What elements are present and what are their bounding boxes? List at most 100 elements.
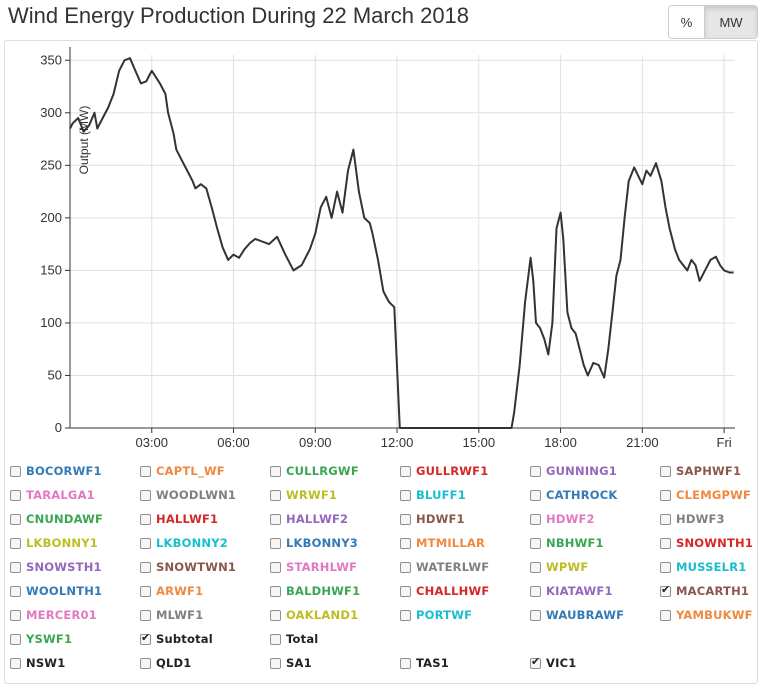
legend-checkbox-mtmillar[interactable]: MTMILLAR bbox=[400, 535, 485, 551]
legend-checkbox-snowtwn1[interactable]: SNOWTWN1 bbox=[140, 559, 236, 575]
checkbox-icon[interactable] bbox=[10, 537, 21, 549]
checkbox-icon[interactable] bbox=[660, 583, 671, 597]
legend-checkbox-captl_wf[interactable]: CAPTL_WF bbox=[140, 463, 225, 479]
checkbox-icon[interactable] bbox=[530, 465, 541, 477]
checkbox-icon[interactable] bbox=[270, 585, 281, 597]
checkbox-icon[interactable] bbox=[10, 561, 21, 573]
checkbox-icon[interactable] bbox=[530, 561, 541, 573]
legend-checkbox-cathrock[interactable]: CATHROCK bbox=[530, 487, 618, 503]
checkbox-icon[interactable] bbox=[10, 489, 21, 501]
mw-button[interactable]: MW bbox=[705, 6, 757, 38]
legend-checkbox-sa1[interactable]: SA1 bbox=[270, 655, 312, 671]
legend-checkbox-macarth1[interactable]: MACARTH1 bbox=[660, 583, 749, 599]
checkbox-icon[interactable] bbox=[530, 655, 541, 669]
checkbox-icon[interactable] bbox=[140, 657, 151, 669]
checkbox-icon[interactable] bbox=[400, 537, 411, 549]
legend-checkbox-hdwf2[interactable]: HDWF2 bbox=[530, 511, 595, 527]
legend-checkbox-clemgpwf[interactable]: CLEMGPWF bbox=[660, 487, 751, 503]
checkbox-icon[interactable] bbox=[400, 561, 411, 573]
legend-checkbox-kiatawf1[interactable]: KIATAWF1 bbox=[530, 583, 613, 599]
legend-checkbox-portwf[interactable]: PORTWF bbox=[400, 607, 472, 623]
legend-checkbox-gullrwf1[interactable]: GULLRWF1 bbox=[400, 463, 488, 479]
legend-checkbox-waubrawf[interactable]: WAUBRAWF bbox=[530, 607, 624, 623]
legend-checkbox-subtotal[interactable]: Subtotal bbox=[140, 631, 213, 647]
checkbox-icon[interactable] bbox=[400, 465, 411, 477]
checkbox-icon[interactable] bbox=[400, 585, 411, 597]
legend-checkbox-wpwf[interactable]: WPWF bbox=[530, 559, 588, 575]
checkbox-icon[interactable] bbox=[10, 609, 21, 621]
checkbox-icon[interactable] bbox=[270, 561, 281, 573]
checkbox-icon[interactable] bbox=[140, 585, 151, 597]
legend-checkbox-snownth1[interactable]: SNOWNTH1 bbox=[660, 535, 753, 551]
legend-checkbox-hallwf1[interactable]: HALLWF1 bbox=[140, 511, 218, 527]
legend-checkbox-yswf1[interactable]: YSWF1 bbox=[10, 631, 72, 647]
legend-checkbox-cnundawf[interactable]: CNUNDAWF bbox=[10, 511, 103, 527]
legend-checkbox-starhlwf[interactable]: STARHLWF bbox=[270, 559, 357, 575]
checkbox-icon[interactable] bbox=[270, 537, 281, 549]
checkbox-icon[interactable] bbox=[140, 631, 151, 645]
checkbox-icon[interactable] bbox=[10, 585, 21, 597]
checkbox-icon[interactable] bbox=[660, 465, 671, 477]
legend-checkbox-wrwf1[interactable]: WRWF1 bbox=[270, 487, 337, 503]
checkbox-icon[interactable] bbox=[270, 609, 281, 621]
legend-checkbox-nbhwf1[interactable]: NBHWF1 bbox=[530, 535, 604, 551]
checkbox-icon[interactable] bbox=[10, 633, 21, 645]
checkbox-icon[interactable] bbox=[660, 489, 671, 501]
checkbox-icon[interactable] bbox=[270, 489, 281, 501]
checkbox-icon[interactable] bbox=[10, 657, 21, 669]
checkbox-icon[interactable] bbox=[530, 537, 541, 549]
checkbox-icon[interactable] bbox=[530, 609, 541, 621]
legend-checkbox-taralga1[interactable]: TARALGA1 bbox=[10, 487, 95, 503]
legend-checkbox-lkbonny1[interactable]: LKBONNY1 bbox=[10, 535, 98, 551]
legend-checkbox-nsw1[interactable]: NSW1 bbox=[10, 655, 65, 671]
legend-checkbox-hallwf2[interactable]: HALLWF2 bbox=[270, 511, 348, 527]
legend-checkbox-woodlwn1[interactable]: WOODLWN1 bbox=[140, 487, 236, 503]
legend-checkbox-yambukwf[interactable]: YAMBUKWF bbox=[660, 607, 753, 623]
checkbox-icon[interactable] bbox=[140, 489, 151, 501]
checkbox-icon[interactable] bbox=[400, 657, 411, 669]
checkbox-icon[interactable] bbox=[270, 465, 281, 477]
checkbox-icon[interactable] bbox=[660, 513, 671, 525]
legend-checkbox-bocorwf1[interactable]: BOCORWF1 bbox=[10, 463, 102, 479]
legend-checkbox-tas1[interactable]: TAS1 bbox=[400, 655, 449, 671]
legend-checkbox-mlwf1[interactable]: MLWF1 bbox=[140, 607, 203, 623]
legend-checkbox-snowsth1[interactable]: SNOWSTH1 bbox=[10, 559, 102, 575]
percent-button[interactable]: % bbox=[669, 6, 705, 38]
checkbox-icon[interactable] bbox=[270, 657, 281, 669]
checkbox-icon[interactable] bbox=[10, 465, 21, 477]
legend-checkbox-hdwf3[interactable]: HDWF3 bbox=[660, 511, 725, 527]
legend-checkbox-qld1[interactable]: QLD1 bbox=[140, 655, 191, 671]
legend-checkbox-arwf1[interactable]: ARWF1 bbox=[140, 583, 203, 599]
legend-checkbox-baldhwf1[interactable]: BALDHWF1 bbox=[270, 583, 360, 599]
legend-checkbox-vic1[interactable]: VIC1 bbox=[530, 655, 576, 671]
legend-checkbox-lkbonny2[interactable]: LKBONNY2 bbox=[140, 535, 228, 551]
checkbox-icon[interactable] bbox=[140, 513, 151, 525]
checkbox-icon[interactable] bbox=[270, 633, 281, 645]
checkbox-icon[interactable] bbox=[400, 513, 411, 525]
checkbox-icon[interactable] bbox=[530, 489, 541, 501]
legend-checkbox-total[interactable]: Total bbox=[270, 631, 318, 647]
checkbox-icon[interactable] bbox=[660, 537, 671, 549]
legend-checkbox-bluff1[interactable]: BLUFF1 bbox=[400, 487, 466, 503]
checkbox-icon[interactable] bbox=[400, 489, 411, 501]
legend-checkbox-cullrgwf[interactable]: CULLRGWF bbox=[270, 463, 359, 479]
checkbox-icon[interactable] bbox=[660, 561, 671, 573]
legend-checkbox-waterlwf[interactable]: WATERLWF bbox=[400, 559, 489, 575]
checkbox-icon[interactable] bbox=[530, 585, 541, 597]
checkbox-icon[interactable] bbox=[270, 513, 281, 525]
checkbox-icon[interactable] bbox=[140, 465, 151, 477]
legend-checkbox-woolnth1[interactable]: WOOLNTH1 bbox=[10, 583, 102, 599]
legend-checkbox-challhwf[interactable]: CHALLHWF bbox=[400, 583, 489, 599]
legend-checkbox-hdwf1[interactable]: HDWF1 bbox=[400, 511, 465, 527]
checkbox-icon[interactable] bbox=[660, 609, 671, 621]
legend-checkbox-oakland1[interactable]: OAKLAND1 bbox=[270, 607, 358, 623]
checkbox-icon[interactable] bbox=[400, 609, 411, 621]
checkbox-icon[interactable] bbox=[530, 513, 541, 525]
checkbox-icon[interactable] bbox=[10, 513, 21, 525]
legend-checkbox-mercer01[interactable]: MERCER01 bbox=[10, 607, 97, 623]
checkbox-icon[interactable] bbox=[140, 561, 151, 573]
legend-checkbox-saphwf1[interactable]: SAPHWF1 bbox=[660, 463, 741, 479]
checkbox-icon[interactable] bbox=[140, 537, 151, 549]
legend-checkbox-lkbonny3[interactable]: LKBONNY3 bbox=[270, 535, 358, 551]
legend-checkbox-musselr1[interactable]: MUSSELR1 bbox=[660, 559, 746, 575]
